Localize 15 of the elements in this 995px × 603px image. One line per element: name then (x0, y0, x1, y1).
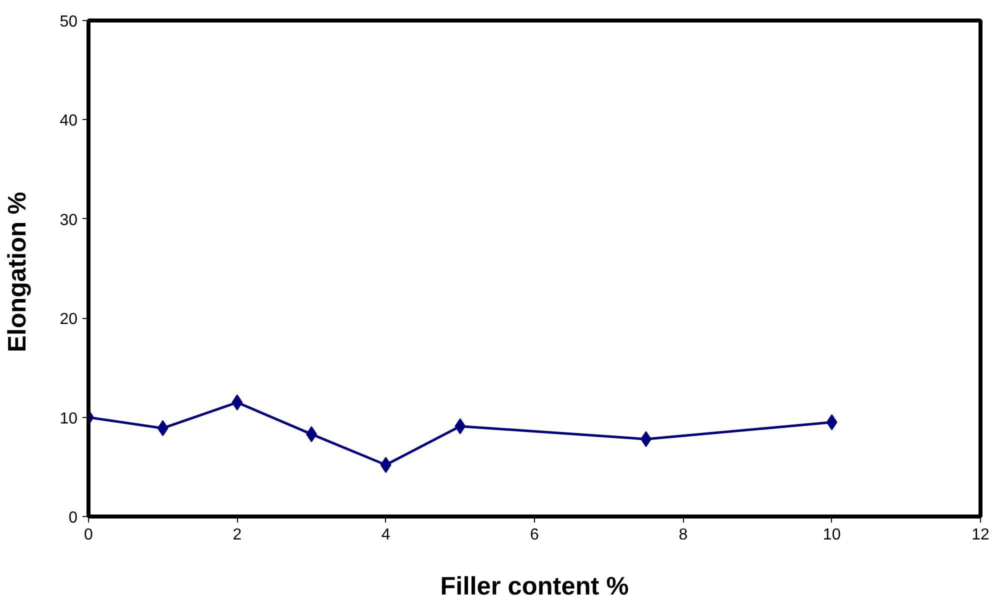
y-axis-title: Elongation % (4, 192, 32, 352)
y-tick-label: 0 (68, 510, 78, 526)
y-tick-label: 20 (60, 311, 78, 328)
y-tick-label: 50 (60, 14, 78, 30)
x-tick-label: 4 (381, 526, 390, 544)
x-tick-label: 12 (972, 526, 990, 544)
x-axis-title: Filler content % (440, 572, 629, 600)
x-tick-label: 2 (232, 526, 242, 544)
y-tick-label: 30 (60, 212, 78, 229)
x-tick-label: 10 (822, 526, 841, 544)
y-tick-label: 40 (60, 112, 78, 130)
y-tick-label: 10 (60, 410, 78, 428)
x-tick-label: 6 (530, 526, 540, 544)
x-tick-label: 8 (678, 526, 688, 544)
x-tick-label: 0 (84, 526, 94, 544)
